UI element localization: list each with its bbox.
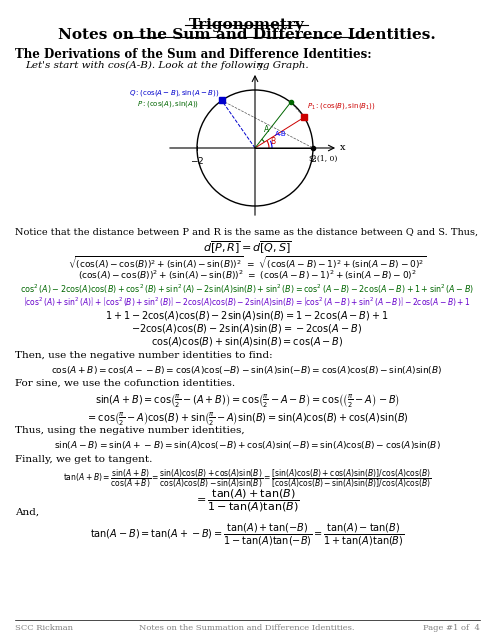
Text: Finally, we get to tangent.: Finally, we get to tangent. — [15, 455, 152, 464]
Text: $\tan(A-B) = \tan(A+-B) = \dfrac{\tan(A)+\tan(-B)}{1-\tan(A)\tan(-B)} = \dfrac{\: $\tan(A-B) = \tan(A+-B) = \dfrac{\tan(A)… — [90, 522, 404, 548]
Text: Notice that the distance between P and R is the same as the distance between Q a: Notice that the distance between P and R… — [15, 228, 478, 237]
Text: 2: 2 — [310, 155, 316, 164]
Text: x: x — [340, 143, 346, 152]
Text: $d\overline{[P,R]} = d\overline{[Q,S]}$: $d\overline{[P,R]} = d\overline{[Q,S]}$ — [202, 240, 292, 257]
Text: $\sin(A+B) = \cos\!\left(\frac{\pi}{2}-(A+B)\right) = \cos\!\left(\frac{\pi}{2}-: $\sin(A+B) = \cos\!\left(\frac{\pi}{2}-(… — [95, 392, 399, 409]
Text: $\left(\cos(A)-\cos(B)\right)^2+\left(\sin(A)-\sin(B)\right)^2\ =\ \left(\cos(A-: $\left(\cos(A)-\cos(B)\right)^2+\left(\s… — [78, 269, 416, 282]
Text: Thus, using the negative number identities,: Thus, using the negative number identiti… — [15, 426, 245, 435]
Text: $\left[\cos^2(A)+\sin^2(A)\right]+\left[\cos^2(B)+\sin^2(B)\right]-2\cos(A)\cos(: $\left[\cos^2(A)+\sin^2(A)\right]+\left[… — [23, 296, 471, 309]
Text: Notes on the Summation and Difference Identities.: Notes on the Summation and Difference Id… — [139, 624, 355, 632]
Text: $\cos(A)\cos(B)+\sin(A)\sin(B) = \cos(A-B)$: $\cos(A)\cos(B)+\sin(A)\sin(B) = \cos(A-… — [151, 335, 343, 348]
Text: And,: And, — [15, 508, 39, 517]
Text: S:(1, 0): S:(1, 0) — [309, 155, 338, 163]
Text: $= \dfrac{\tan(A)+\tan(B)}{1-\tan(A)\tan(B)}$: $= \dfrac{\tan(A)+\tan(B)}{1-\tan(A)\tan… — [194, 488, 300, 515]
Text: A-B: A-B — [275, 131, 287, 137]
Text: Notes on the Sum and Difference Identities.: Notes on the Sum and Difference Identiti… — [58, 28, 436, 42]
Text: $\cos(A+B) = \cos(A--B) = \cos(A)\cos(-B)-\sin(A)\sin(-B) = \cos(A)\cos(B)-\sin(: $\cos(A+B) = \cos(A--B) = \cos(A)\cos(-B… — [51, 364, 443, 376]
Text: A: A — [264, 125, 269, 134]
Text: $1+1-2\cos(A)\cos(B)-2\sin(A)\sin(B) = 1-2\cos(A-B)+1$: $1+1-2\cos(A)\cos(B)-2\sin(A)\sin(B) = 1… — [105, 309, 389, 322]
Text: $-2$: $-2$ — [190, 155, 204, 166]
Text: Trigonometry: Trigonometry — [189, 18, 305, 32]
Text: B: B — [270, 136, 275, 145]
Text: $\tan(A+B) = \dfrac{\sin(A+B)}{\cos(A+B)} = \dfrac{\sin(A)\cos(B)+\cos(A)\sin(B): $\tan(A+B) = \dfrac{\sin(A+B)}{\cos(A+B)… — [63, 468, 431, 490]
Text: $P_1: (\cos(B), \sin(B_1))$: $P_1: (\cos(B), \sin(B_1))$ — [307, 101, 376, 111]
Text: The Derivations of the Sum and Difference Identities:: The Derivations of the Sum and Differenc… — [15, 48, 372, 61]
Text: y: y — [257, 61, 262, 70]
Text: Then, use the negative number identities to find:: Then, use the negative number identities… — [15, 351, 273, 360]
Text: $Q: (\cos(A-B), \sin(A-B))$: $Q: (\cos(A-B), \sin(A-B))$ — [129, 88, 219, 99]
Text: $\cos^2(A)-2\cos(A)\cos(B)+\cos^2(B)+\sin^2(A)-2\sin(A)\sin(B)+\sin^2(B) = \cos^: $\cos^2(A)-2\cos(A)\cos(B)+\cos^2(B)+\si… — [20, 283, 474, 296]
Text: Page #1 of  4: Page #1 of 4 — [423, 624, 480, 632]
Text: Let's start with cos(A-B). Look at the following Graph.: Let's start with cos(A-B). Look at the f… — [25, 61, 308, 70]
Text: $-2\cos(A)\cos(B)-2\sin(A)\sin(B) = -2\cos(A-B)$: $-2\cos(A)\cos(B)-2\sin(A)\sin(B) = -2\c… — [132, 322, 362, 335]
Text: SCC Rickman: SCC Rickman — [15, 624, 73, 632]
Text: For sine, we use the cofunction identities.: For sine, we use the cofunction identiti… — [15, 379, 235, 388]
Text: $\sin(A-B) = \sin(A+-B) = \sin(A)\cos(-B)+\cos(A)\sin(-B) = \sin(A)\cos(B)-\cos(: $\sin(A-B) = \sin(A+-B) = \sin(A)\cos(-B… — [53, 439, 441, 451]
Text: $\sqrt{(\cos(A)-\cos(B))^2+(\sin(A)-\sin(B))^2}\ =\ \sqrt{(\cos(A-B)-1)^2+(\sin(: $\sqrt{(\cos(A)-\cos(B))^2+(\sin(A)-\sin… — [68, 255, 426, 273]
Text: $= \cos\!\left(\frac{\pi}{2}-A\right)\cos(B)+\sin\!\left(\frac{\pi}{2}-A\right)\: $= \cos\!\left(\frac{\pi}{2}-A\right)\co… — [86, 410, 408, 427]
Text: $P: (\cos(A), \sin(A))$: $P: (\cos(A), \sin(A))$ — [137, 99, 199, 109]
